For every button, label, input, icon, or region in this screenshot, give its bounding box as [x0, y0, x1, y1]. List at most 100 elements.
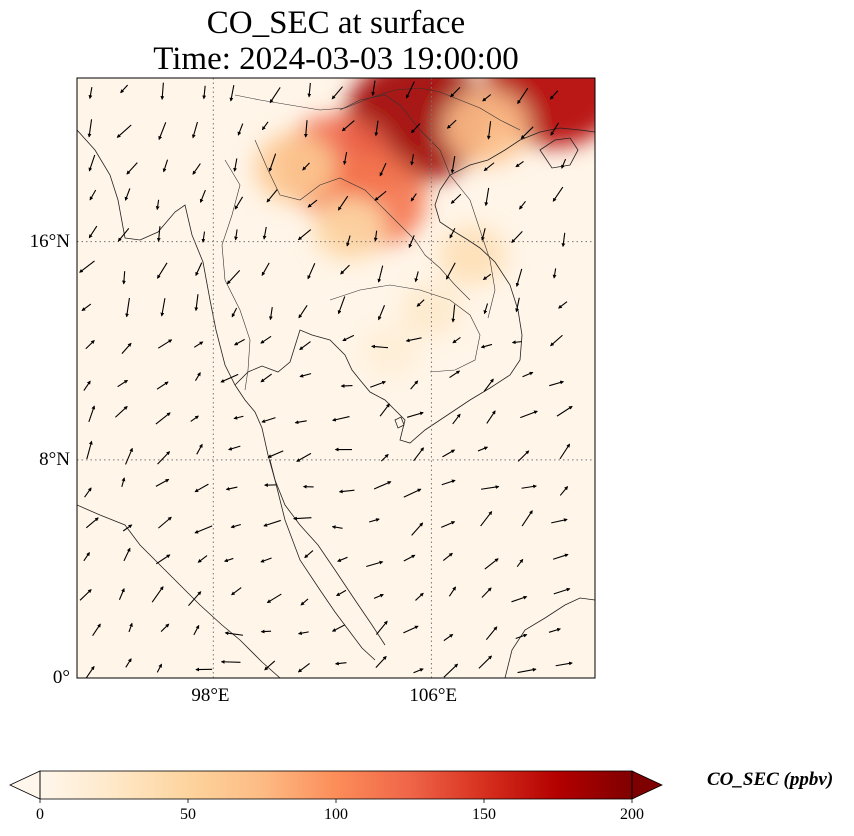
map-frame	[76, 77, 596, 679]
wind-arrow	[192, 163, 201, 175]
borneo-coast	[504, 597, 595, 678]
wind-arrow	[260, 335, 272, 344]
wind-arrow	[486, 410, 496, 424]
wind-arrow	[406, 411, 424, 418]
wind-arrow	[375, 655, 387, 668]
wind-arrow	[294, 420, 307, 425]
wind-arrow	[452, 337, 461, 344]
wind-arrow	[262, 226, 267, 240]
wind-arrow	[480, 485, 500, 490]
wind-arrow	[522, 371, 534, 378]
wind-arrow	[190, 415, 199, 422]
wind-arrow	[201, 231, 206, 243]
wind-arrow	[477, 446, 489, 452]
wind-arrow	[155, 554, 171, 565]
wind-arrow	[121, 342, 132, 354]
wind-arrow	[197, 555, 208, 563]
wind-arrow	[449, 228, 456, 239]
wind-arrow	[486, 121, 492, 140]
colorbar-extend-high	[631, 770, 663, 800]
wind-arrow	[452, 413, 461, 425]
wind-arrow	[156, 226, 161, 242]
wind-arrow	[552, 268, 557, 279]
wind-arrow	[86, 665, 95, 678]
wind-arrow	[151, 586, 164, 603]
wind-arrow	[446, 119, 457, 129]
colorbar-tick-marks	[39, 799, 633, 803]
wind-arrow	[156, 381, 169, 390]
laos-vietnam-border	[339, 94, 496, 319]
wind-arrow	[379, 162, 387, 177]
wind-arrow	[448, 586, 456, 597]
wind-arrow	[337, 296, 346, 315]
wind-arrow	[228, 445, 241, 451]
wind-arrow	[331, 624, 346, 632]
wind-arrow	[410, 123, 421, 134]
wind-arrow	[517, 667, 537, 674]
wind-arrow	[374, 120, 379, 137]
wind-arrow	[299, 373, 312, 378]
wind-arrow	[405, 337, 422, 343]
mainland-coastline	[77, 129, 386, 646]
wind-arrow	[515, 268, 523, 287]
wind-arrow	[408, 235, 415, 249]
wind-arrow	[297, 631, 309, 636]
wind-arrow	[125, 297, 130, 318]
wind-arrow	[79, 589, 92, 601]
wind-arrow	[485, 626, 498, 641]
wind-arrow	[92, 623, 101, 637]
wind-arrow	[550, 122, 560, 136]
wind-arrow	[450, 156, 456, 174]
wind-arrow	[194, 294, 199, 312]
wind-arrow	[162, 159, 169, 173]
wind-arrow	[521, 510, 533, 527]
x-tick-label: 106°E	[409, 685, 458, 706]
wind-arrow	[377, 265, 384, 283]
wind-arrow	[199, 189, 206, 203]
wind-arrow	[441, 521, 456, 528]
wind-arrow	[297, 663, 310, 673]
wind-arrow	[548, 627, 561, 633]
y-tick-label: 16°N	[29, 230, 70, 252]
plume-northeast-thailand	[312, 196, 387, 260]
wind-arrow	[373, 481, 392, 490]
wind-arrow	[342, 334, 355, 342]
wind-arrow	[481, 587, 492, 598]
wind-arrow	[126, 162, 138, 175]
wind-arrow	[410, 154, 415, 166]
wind-arrow	[331, 86, 343, 100]
wind-arrow	[346, 235, 351, 247]
wind-arrow	[337, 556, 348, 562]
sumatra-coast	[77, 504, 281, 678]
wind-arrow	[480, 343, 493, 349]
wind-arrow	[194, 525, 213, 534]
wind-arrow	[481, 228, 486, 241]
wind-arrow	[264, 660, 276, 671]
wind-arrow	[81, 303, 92, 312]
wind-arrow	[194, 372, 201, 381]
wind-arrow	[298, 305, 308, 319]
wind-arrow	[125, 658, 132, 668]
wind-arrow	[233, 415, 244, 420]
wind-arrow	[88, 87, 93, 100]
wind-arrow	[88, 225, 98, 239]
wind-arrow	[478, 655, 493, 669]
wind-arrow	[299, 341, 311, 351]
wind-arrow	[116, 124, 132, 138]
wind-arrow	[511, 340, 522, 345]
wind-arrow	[549, 90, 559, 100]
wind-arrow	[380, 453, 389, 462]
wind-arrow	[121, 477, 126, 488]
wind-arrow	[188, 591, 202, 607]
wind-arrow	[88, 405, 96, 423]
wind-vectors	[79, 80, 573, 678]
wind-arrow	[220, 373, 239, 383]
wind-arrow	[379, 403, 390, 417]
wind-arrow	[515, 161, 524, 168]
wind-arrow	[117, 228, 130, 242]
wind-arrow	[263, 519, 281, 527]
wind-arrow	[371, 80, 376, 97]
wind-arrow	[79, 260, 95, 273]
wind-arrow	[484, 187, 490, 207]
wind-arrow	[268, 153, 277, 172]
